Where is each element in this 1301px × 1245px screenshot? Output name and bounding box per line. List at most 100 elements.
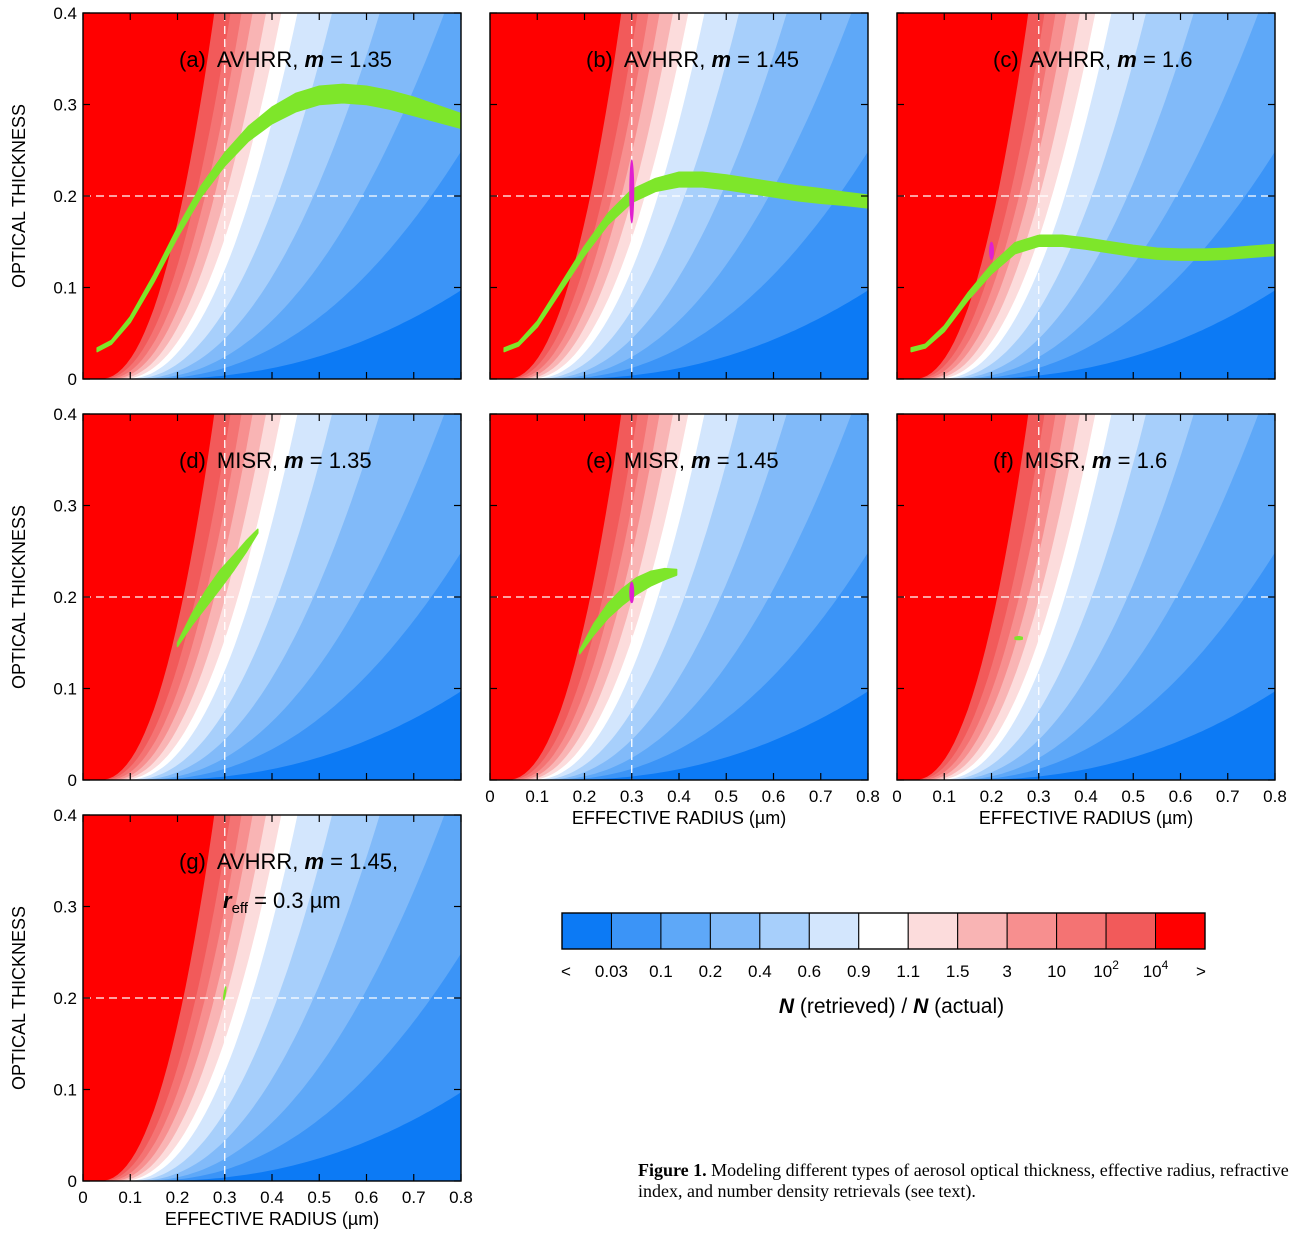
panel-m-value: = 1.6 xyxy=(1112,448,1168,473)
contour-band xyxy=(958,151,1275,379)
colorbar-tick-label: 104 xyxy=(1143,958,1169,981)
colorbar-swatch xyxy=(660,912,711,950)
y-tick-label: 0.1 xyxy=(53,279,77,298)
colorbar-swatch xyxy=(907,912,959,950)
x-tick-label: 0 xyxy=(78,1188,87,1207)
panel-title: (a) AVHRR, m = 1.35 xyxy=(179,47,392,72)
x-tick-label: 0.6 xyxy=(762,787,786,806)
colorbar-tick-label: 0.4 xyxy=(748,962,772,981)
caption-label: Figure 1. xyxy=(638,1160,707,1180)
panel-m-value: = 1.6 xyxy=(1137,47,1193,72)
x-tick-label: 0.5 xyxy=(307,1188,331,1207)
contour-field xyxy=(897,13,1275,379)
colorbar-swatch xyxy=(759,912,810,950)
y-tick-label: 0.2 xyxy=(53,588,77,607)
panel-g: 0 0.1 0.2 0.3 0.4 0 0.1 0.2 0.3 0.4 0.5 0.6 0.7 0.8 OP… xyxy=(9,806,473,1229)
colorbar-tick-label: 102 xyxy=(1093,958,1119,981)
colorbar-tick-base: 0.2 xyxy=(699,962,723,981)
reff-value: = 0.3 µm xyxy=(248,888,341,913)
contour-band xyxy=(153,1092,461,1181)
panel-label: (g) AVHRR, xyxy=(179,849,305,874)
x-tick-label: 0.4 xyxy=(1074,787,1098,806)
retrieved-point-marker xyxy=(629,581,635,604)
panel-title: (e) MISR, m = 1.45 xyxy=(586,448,779,473)
colorbar-swatch xyxy=(709,912,761,950)
colorbar-tick-base: 0.9 xyxy=(847,962,871,981)
colorbar-swatch xyxy=(1056,912,1107,950)
panel-title: (c) AVHRR, m = 1.6 xyxy=(993,47,1192,72)
caption-text: Modeling different types of aerosol opti… xyxy=(638,1160,1289,1201)
panel-label: (a) AVHRR, xyxy=(179,47,305,72)
panel-label: (f) MISR, xyxy=(993,448,1092,473)
colorbar-tick-label: 0.2 xyxy=(699,962,723,981)
colorbar-frame xyxy=(561,912,1206,950)
colorbar-tick-label: 0.1 xyxy=(649,962,673,981)
colorbar-tick-exponent: 2 xyxy=(1112,958,1119,972)
panel-m-symbol: m xyxy=(305,47,325,72)
x-tick-label: 0.4 xyxy=(667,787,691,806)
colorbar-tick-label: 10 xyxy=(1047,962,1066,981)
panel-m-symbol: m xyxy=(1092,448,1112,473)
retrieved-solution-band xyxy=(1014,636,1023,641)
colorbar-tick-base: < xyxy=(561,962,571,981)
panel-a: 0 0.1 0.2 0.3 0.4 OPTICAL THICKNESS (a) AVHRR,… xyxy=(9,4,462,389)
colorbar-tick-base: 1.5 xyxy=(946,962,970,981)
y-tick-label: 0.1 xyxy=(53,680,77,699)
x-tick-label: 0.2 xyxy=(573,787,597,806)
colorbar-title-part: (actual) xyxy=(928,995,1004,1018)
panel-title: (b) AVHRR, m = 1.45 xyxy=(586,47,799,72)
colorbar-tick-base: 0.6 xyxy=(797,962,821,981)
y-tick-label: 0.1 xyxy=(53,1081,77,1100)
contour-field xyxy=(83,13,461,379)
panel-label: (b) AVHRR, xyxy=(586,47,712,72)
colorbar-tick-base: > xyxy=(1196,962,1206,981)
colorbar-swatch xyxy=(1105,912,1157,950)
contour-band xyxy=(153,290,461,379)
contour-field xyxy=(83,815,461,1181)
colorbar-swatch xyxy=(1155,912,1206,950)
colorbar-tick-base: 3 xyxy=(1002,962,1011,981)
y-axis-title: OPTICAL THICKNESS xyxy=(9,906,29,1090)
contour-band xyxy=(958,552,1275,780)
colorbar-tick-label: < xyxy=(561,962,571,981)
panel-e: 0 0.1 0.2 0.3 0.4 0.5 0.6 0.7 0.8 EFFECTIVE RADIU… xyxy=(485,413,880,828)
contour-band xyxy=(144,552,461,780)
contour-field xyxy=(490,414,868,780)
y-axis-title: OPTICAL THICKNESS xyxy=(9,505,29,689)
y-tick-label: 0 xyxy=(68,370,77,389)
figure-caption: Figure 1. Modeling different types of ae… xyxy=(638,1160,1298,1202)
colorbar-swatch xyxy=(561,912,612,950)
x-tick-label: 0.3 xyxy=(1027,787,1051,806)
y-tick-label: 0.2 xyxy=(53,989,77,1008)
colorbar-title-part: N xyxy=(779,995,795,1018)
panel-m-symbol: m xyxy=(284,448,304,473)
contour-band xyxy=(560,691,868,780)
y-tick-label: 0.2 xyxy=(53,187,77,206)
x-axis-title: EFFECTIVE RADIUS (µm) xyxy=(979,808,1193,828)
x-tick-label: 0.8 xyxy=(856,787,880,806)
x-tick-label: 0.1 xyxy=(525,787,549,806)
panel-c: (c) AVHRR, m = 1.6 xyxy=(896,12,1276,380)
contour-band xyxy=(967,290,1275,379)
colorbar-tick-base: 0.03 xyxy=(595,962,628,981)
contour-field xyxy=(83,414,461,780)
x-tick-label: 0.1 xyxy=(932,787,956,806)
contour-band xyxy=(551,552,868,780)
colorbar-tick-label: 1.5 xyxy=(946,962,970,981)
x-tick-label: 0.5 xyxy=(1121,787,1145,806)
y-tick-label: 0.3 xyxy=(53,96,77,115)
contour-field xyxy=(490,13,868,379)
y-tick-label: 0.4 xyxy=(53,4,77,23)
x-tick-label: 0.5 xyxy=(714,787,738,806)
y-tick-label: 0.3 xyxy=(53,898,77,917)
colorbar-tick-label: > xyxy=(1196,962,1206,981)
x-tick-label: 0.8 xyxy=(1263,787,1287,806)
colorbar-title-part: (retrieved) / xyxy=(794,995,913,1018)
panel-f: 0 0.1 0.2 0.3 0.4 0.5 0.6 0.7 0.8 EFFECTIVE RADIU… xyxy=(892,413,1287,828)
reff-subscript: eff xyxy=(232,900,249,917)
panel-reff-line: reff = 0.3 µm xyxy=(223,888,341,917)
panel-title: (g) AVHRR, m = 1.45, xyxy=(179,849,398,874)
panel-title: (f) MISR, m = 1.6 xyxy=(993,448,1167,473)
y-tick-label: 0 xyxy=(68,1172,77,1191)
